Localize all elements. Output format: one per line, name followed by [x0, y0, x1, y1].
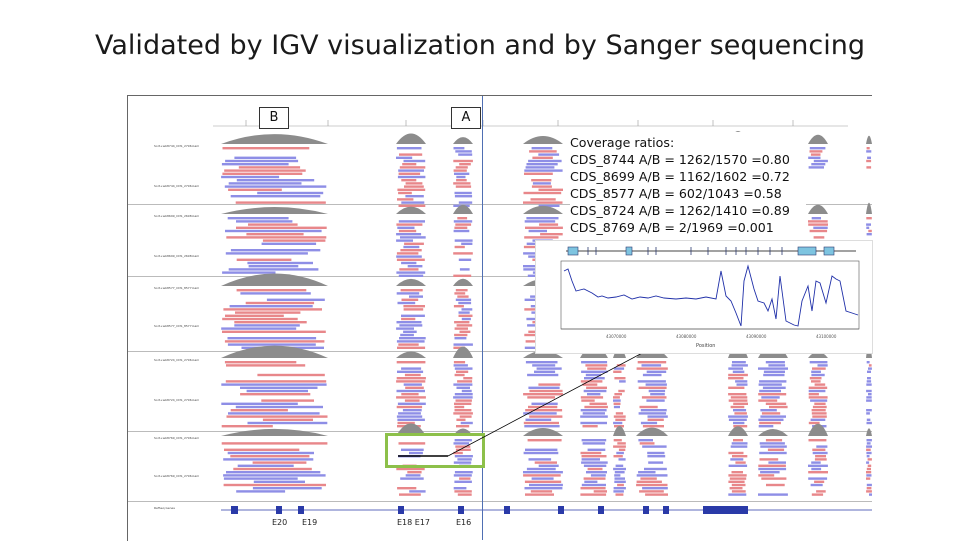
igv-ruler[interactable]: [128, 96, 872, 134]
track-label[interactable]: Sort+wb8769_CDS_2796.bam: [154, 474, 200, 478]
region-a-label: A: [451, 107, 481, 129]
center-cursor-line: [482, 96, 483, 540]
coverage-heading: Coverage ratios:: [570, 135, 675, 150]
exon-label: E16: [456, 518, 472, 527]
coverage-ratio-line: CDS_8724 A/B = 1262/1410 =0.89: [570, 203, 790, 218]
svg-text:43100000: 43100000: [816, 334, 837, 339]
region-b-label: B: [259, 107, 289, 129]
exon-label: E19: [302, 518, 318, 527]
track-label[interactable]: Sort+wb8769_CDS_2796.bam: [154, 436, 200, 440]
sample-track-8744[interactable]: [128, 134, 872, 205]
track-label-column: Sort+wb8744_CDS_2796.bam Sort+wb8744_CDS…: [128, 96, 213, 541]
inset-xlabel: Position: [696, 343, 715, 349]
exon-label: E18 E17: [397, 518, 431, 527]
coverage-ratio-panel: Coverage ratios: CDS_8744 A/B = 1262/157…: [570, 132, 806, 249]
track-label[interactable]: Sort+wb8699_CDS_2698.bam: [154, 214, 200, 218]
track-label[interactable]: Sort+wb8724_CDS_2796.bam: [154, 358, 200, 362]
exon-label: E20: [272, 518, 288, 527]
coverage-ratio-line: CDS_8769 A/B = 2/1969 =0.001: [570, 220, 774, 235]
deletion-selector-box: [385, 433, 485, 468]
coverage-ratio-line: CDS_8744 A/B = 1262/1570 =0.80: [570, 152, 790, 167]
svg-text:43070000: 43070000: [606, 334, 627, 339]
coverage-ratio-line: CDS_8577 A/B = 602/1043 =0.58: [570, 186, 782, 201]
track-label[interactable]: Sort+wb8699_CDS_2698.bam: [154, 254, 200, 258]
svg-text:43090000: 43090000: [746, 334, 767, 339]
track-label[interactable]: Sort+wb8724_CDS_2796.bam: [154, 398, 200, 402]
sample-track-8699[interactable]: [128, 204, 872, 277]
svg-text:43080000: 43080000: [676, 334, 697, 339]
slide-title: Validated by IGV visualization and by Sa…: [95, 30, 865, 61]
inset-svg: 43070000 43080000 43090000 43100000 Posi…: [560, 246, 860, 349]
track-label[interactable]: Sort+wb8744_CDS_2796.bam: [154, 184, 200, 188]
sanger-coverage-inset: 43070000 43080000 43090000 43100000 Posi…: [535, 240, 873, 354]
track-label[interactable]: Sort+wb8744_CDS_2796.bam: [154, 144, 200, 148]
coverage-ratio-line: CDS_8699 A/B = 1162/1602 =0.72: [570, 169, 790, 184]
gene-track-label[interactable]: RefSeq Genes: [154, 506, 175, 510]
track-label[interactable]: Sort+wb8577_CDS_8577.bam: [154, 286, 200, 290]
sample-track-8769[interactable]: [128, 431, 872, 502]
track-label[interactable]: Sort+wb8577_CDS_8577.bam: [154, 324, 200, 328]
ruler-svg: [213, 120, 848, 127]
